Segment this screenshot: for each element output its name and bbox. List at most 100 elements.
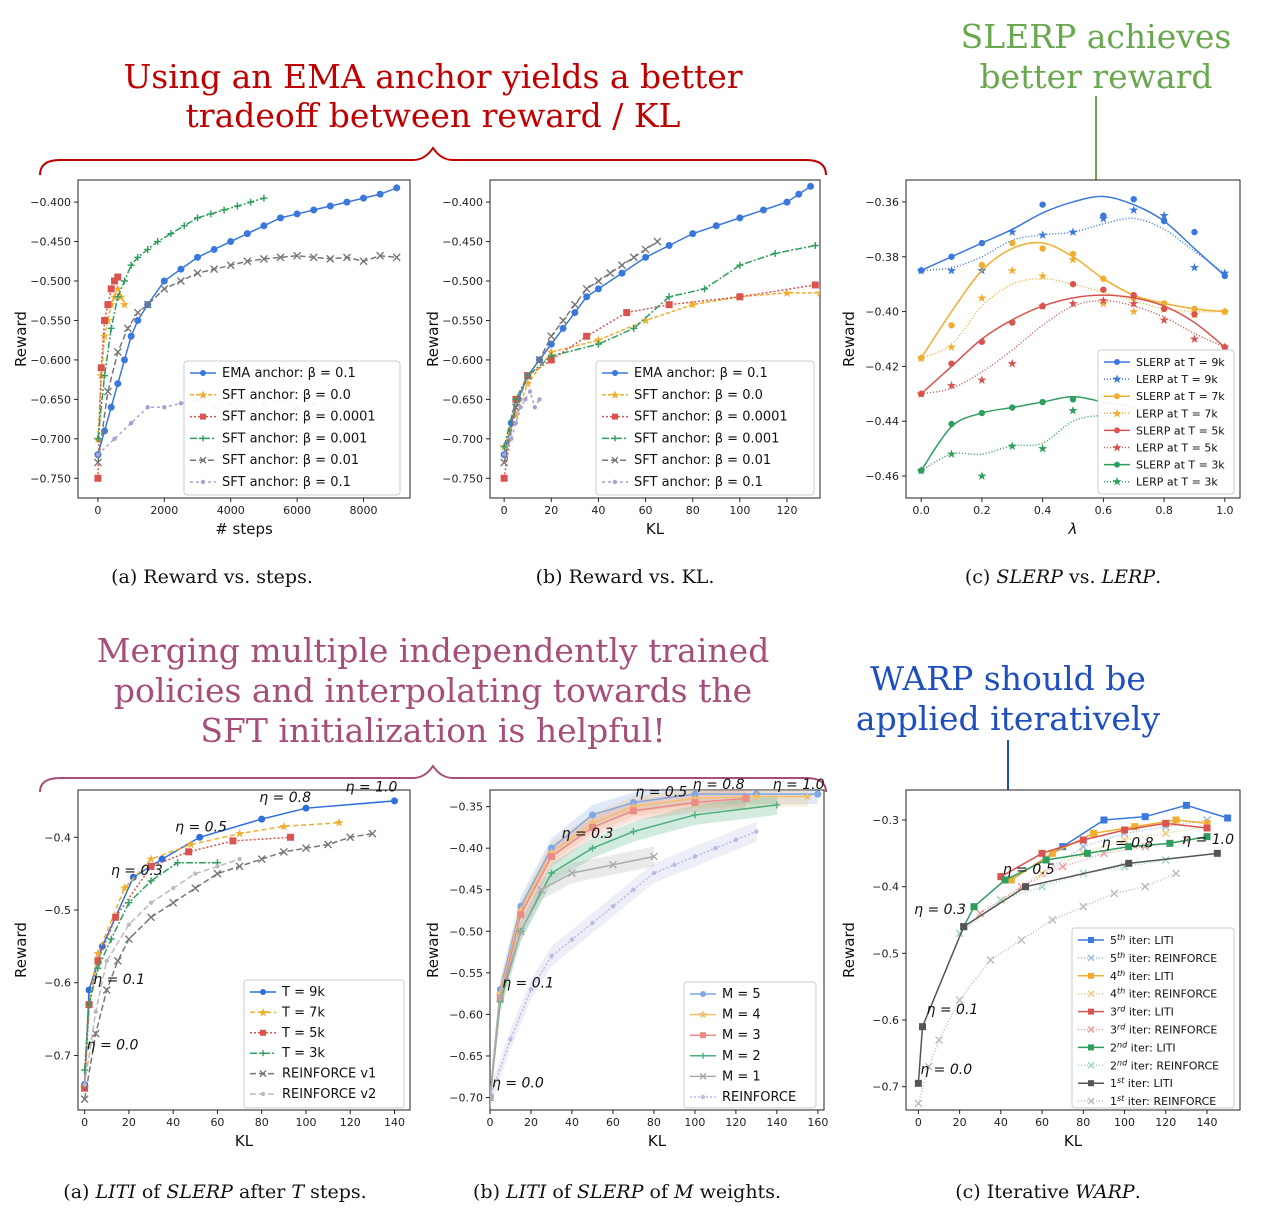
legend-label: LERP at T = 7k [1136,407,1218,420]
data-point [215,864,220,869]
data-point [101,316,109,324]
data-point [210,265,219,274]
x-tick-label: 0.0 [912,504,930,517]
data-point: ★ [1128,305,1139,319]
legend-sup: th [1117,969,1125,978]
legend-rest: iter: REINFORCE [1125,952,1217,965]
legend-label: SLERP at T = 3k [1136,459,1225,472]
x-tick-label: 140 [384,1116,405,1129]
data-point [610,904,616,909]
data-point [210,245,218,253]
data-point: ★ [112,282,123,296]
legend-label: SFT anchor: β = 0.1 [222,475,351,490]
data-point [1100,212,1107,219]
data-point [1141,842,1150,851]
legend-entry: SLERP at T = 7k [1104,390,1225,403]
y-tick-label: −0.700 [442,433,483,446]
series-line [921,299,1226,395]
series [997,819,1211,881]
series [94,273,122,482]
data-point [227,238,235,246]
data-point: ★ [1128,296,1139,310]
series [914,869,1181,1108]
data-point [1042,856,1050,864]
chart-liti-slerp-m-weights: 0 20 40 60 80 100 120 140 160 −0.70 −0.65 −0.60 −0.5… [424,777,828,1150]
data-point [193,269,202,278]
data-point [814,790,822,798]
x-axis-label: KL [646,520,665,538]
data-point [537,397,542,402]
data-point: ★ [587,816,598,830]
legend-label: EMA anchor: β = 0.1 [634,366,768,381]
legend-label: LERP at T = 5k [1136,442,1218,455]
series [94,194,268,443]
data-point [701,285,708,293]
legend-label: 5th iter: REINFORCE [1110,951,1217,965]
y-tick-label: −0.600 [30,354,71,367]
data-point [147,862,155,870]
data-point [176,277,185,285]
data-point [713,845,718,851]
data-point [924,1062,933,1071]
data-point [326,254,335,263]
data-point [1038,882,1047,891]
x-tick-label: 0 [501,504,508,517]
legend-entry: 5th iter: REINFORCE [1078,951,1217,965]
caption-c-top: (c) SLERP vs. LERP. [965,566,1161,588]
data-point [1079,842,1088,851]
legend-label: SFT anchor: β = 0.0 [222,388,351,403]
data-point [1069,280,1077,288]
data-point [490,1095,493,1100]
data-point [167,230,175,238]
y-tick-label: −0.60 [449,1008,483,1021]
y-tick-label: −0.500 [442,275,483,288]
legend-entry: ★ M = 4 [690,1008,761,1023]
legend-label: M = 1 [722,1069,761,1084]
data-point: ★ [946,447,957,461]
data-point [672,862,677,868]
data-point [997,873,1005,881]
data-point: ★ [334,816,345,830]
legend-entry: ★ LERP at T = 3k [1104,475,1218,489]
data-point: ★ [99,329,110,343]
data-point [259,1070,267,1078]
data-point [590,920,595,926]
annotation-ema-line1: Using an EMA anchor yields a better [123,57,742,96]
x-tick-label: 120 [340,1116,361,1129]
y-tick-label: −0.5 [872,947,899,960]
data-point [1191,311,1198,318]
x-tick-label: 60 [210,1116,224,1129]
x-axis-label: # steps [215,520,273,538]
data-point [85,1001,93,1009]
data-point: ★ [1112,372,1123,386]
data-point [582,284,591,293]
data-point [978,409,986,417]
legend-box [183,360,401,496]
legend-entry: M = 1 [690,1069,761,1084]
y-tick-label: −0.40 [449,842,483,855]
data-point [260,222,268,230]
data-point [594,340,602,348]
data-point [148,900,154,905]
data-point [1009,239,1016,247]
series-line [490,795,808,1098]
legend-rest: iter: REINFORCE [1125,988,1217,1001]
x-tick-label: 100 [729,504,750,517]
data-point [795,190,803,198]
data-point [81,1084,89,1092]
data-point: ★ [1112,441,1123,455]
data-point [107,403,115,411]
legend-box [1097,349,1235,495]
data-point [559,324,567,332]
data-point [1221,272,1229,280]
data-point [279,847,288,856]
legend-entry: M = 3 [690,1028,761,1043]
data-point [1088,1008,1094,1015]
x-tick-label: 160 [807,1116,828,1129]
data-point [286,833,294,841]
data-point [301,844,310,853]
data-point [500,474,508,482]
y-axis-label: Reward [840,922,858,978]
data-point [535,355,544,364]
legend-label: SFT anchor: β = 0.0 [634,388,763,403]
